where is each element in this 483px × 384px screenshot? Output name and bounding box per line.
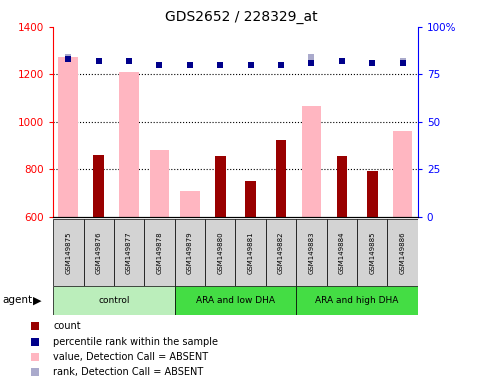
Text: agent: agent (2, 295, 32, 306)
Bar (205, 219, 236, 286)
Text: ARA and low DHA: ARA and low DHA (196, 296, 275, 305)
Text: value, Detection Call = ABSENT: value, Detection Call = ABSENT (53, 352, 208, 362)
Text: GSM149878: GSM149878 (156, 231, 162, 274)
Text: GSM149883: GSM149883 (309, 231, 314, 274)
Bar (175, 219, 205, 286)
Bar (114, 219, 144, 286)
Bar (93, 155, 104, 217)
Bar (58, 56, 78, 217)
Bar (357, 219, 387, 286)
Text: GSM149882: GSM149882 (278, 231, 284, 274)
Bar (175, 286, 296, 315)
Bar (387, 219, 418, 286)
Bar (327, 219, 357, 286)
Bar (150, 150, 170, 217)
Bar (84, 219, 114, 286)
Bar (296, 219, 327, 286)
Bar (296, 286, 418, 315)
Text: GSM149879: GSM149879 (187, 231, 193, 274)
Text: GSM149881: GSM149881 (248, 231, 254, 274)
Bar (53, 286, 175, 315)
Text: ▶: ▶ (33, 295, 42, 306)
Text: count: count (53, 321, 81, 331)
Bar (393, 131, 412, 217)
Bar (266, 219, 296, 286)
Text: ARA and high DHA: ARA and high DHA (315, 296, 398, 305)
Bar (53, 219, 84, 286)
Text: percentile rank within the sample: percentile rank within the sample (53, 337, 218, 347)
Text: rank, Detection Call = ABSENT: rank, Detection Call = ABSENT (53, 367, 203, 377)
Bar (337, 156, 347, 217)
Bar (180, 191, 200, 217)
Text: GSM149877: GSM149877 (126, 231, 132, 274)
Bar (276, 141, 286, 217)
Bar (144, 219, 175, 286)
Text: GSM149885: GSM149885 (369, 231, 375, 274)
Bar (119, 72, 139, 217)
Bar (215, 156, 226, 217)
Text: control: control (98, 296, 129, 305)
Text: GSM149886: GSM149886 (399, 231, 406, 274)
Text: GSM149880: GSM149880 (217, 231, 223, 274)
Text: GSM149884: GSM149884 (339, 231, 345, 274)
Bar (236, 219, 266, 286)
Text: GDS2652 / 228329_at: GDS2652 / 228329_at (165, 10, 318, 23)
Text: GSM149876: GSM149876 (96, 231, 102, 274)
Text: GSM149875: GSM149875 (65, 231, 71, 274)
Bar (301, 106, 321, 217)
Bar (245, 180, 256, 217)
Bar (367, 170, 378, 217)
